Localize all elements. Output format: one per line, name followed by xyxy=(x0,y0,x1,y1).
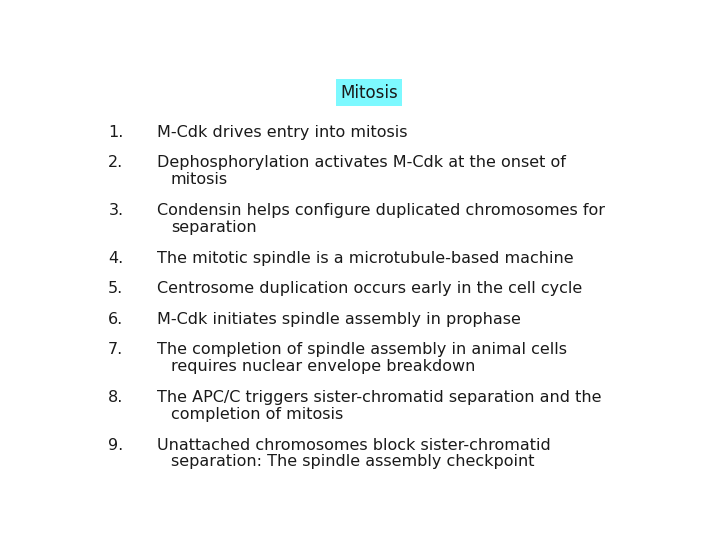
Text: 7.: 7. xyxy=(108,342,124,357)
Text: 9.: 9. xyxy=(108,438,124,453)
Text: Mitosis: Mitosis xyxy=(340,84,398,102)
Text: M-Cdk initiates spindle assembly in prophase: M-Cdk initiates spindle assembly in prop… xyxy=(157,312,521,327)
Text: separation: separation xyxy=(171,220,256,235)
Text: M-Cdk drives entry into mitosis: M-Cdk drives entry into mitosis xyxy=(157,125,408,140)
Text: separation: The spindle assembly checkpoint: separation: The spindle assembly checkpo… xyxy=(171,455,534,469)
Text: 4.: 4. xyxy=(108,251,124,266)
Text: The mitotic spindle is a microtubule-based machine: The mitotic spindle is a microtubule-bas… xyxy=(157,251,574,266)
Text: The APC/C triggers sister-chromatid separation and the: The APC/C triggers sister-chromatid sepa… xyxy=(157,390,601,405)
Text: Dephosphorylation activates M-Cdk at the onset of: Dephosphorylation activates M-Cdk at the… xyxy=(157,156,566,171)
Text: requires nuclear envelope breakdown: requires nuclear envelope breakdown xyxy=(171,359,475,374)
Text: 1.: 1. xyxy=(108,125,124,140)
Text: 8.: 8. xyxy=(108,390,124,405)
Text: Unattached chromosomes block sister-chromatid: Unattached chromosomes block sister-chro… xyxy=(157,438,551,453)
Text: Centrosome duplication occurs early in the cell cycle: Centrosome duplication occurs early in t… xyxy=(157,281,582,296)
Text: Condensin helps configure duplicated chromosomes for: Condensin helps configure duplicated chr… xyxy=(157,203,605,218)
Text: 3.: 3. xyxy=(108,203,124,218)
Text: The completion of spindle assembly in animal cells: The completion of spindle assembly in an… xyxy=(157,342,567,357)
Text: 6.: 6. xyxy=(108,312,124,327)
Text: completion of mitosis: completion of mitosis xyxy=(171,407,343,422)
Text: 2.: 2. xyxy=(108,156,124,171)
Text: 5.: 5. xyxy=(108,281,124,296)
Text: mitosis: mitosis xyxy=(171,172,228,187)
